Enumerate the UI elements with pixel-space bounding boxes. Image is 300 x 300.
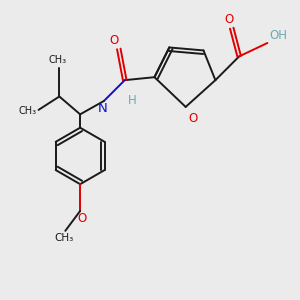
Text: N: N [98,102,107,116]
Text: CH₃: CH₃ [54,233,74,243]
Text: O: O [188,112,197,125]
Text: CH₃: CH₃ [18,106,36,116]
Text: CH₃: CH₃ [49,55,67,65]
Text: H: H [128,94,136,107]
Text: O: O [224,13,233,26]
Text: OH: OH [269,28,287,41]
Text: O: O [77,212,86,225]
Text: O: O [110,34,119,47]
